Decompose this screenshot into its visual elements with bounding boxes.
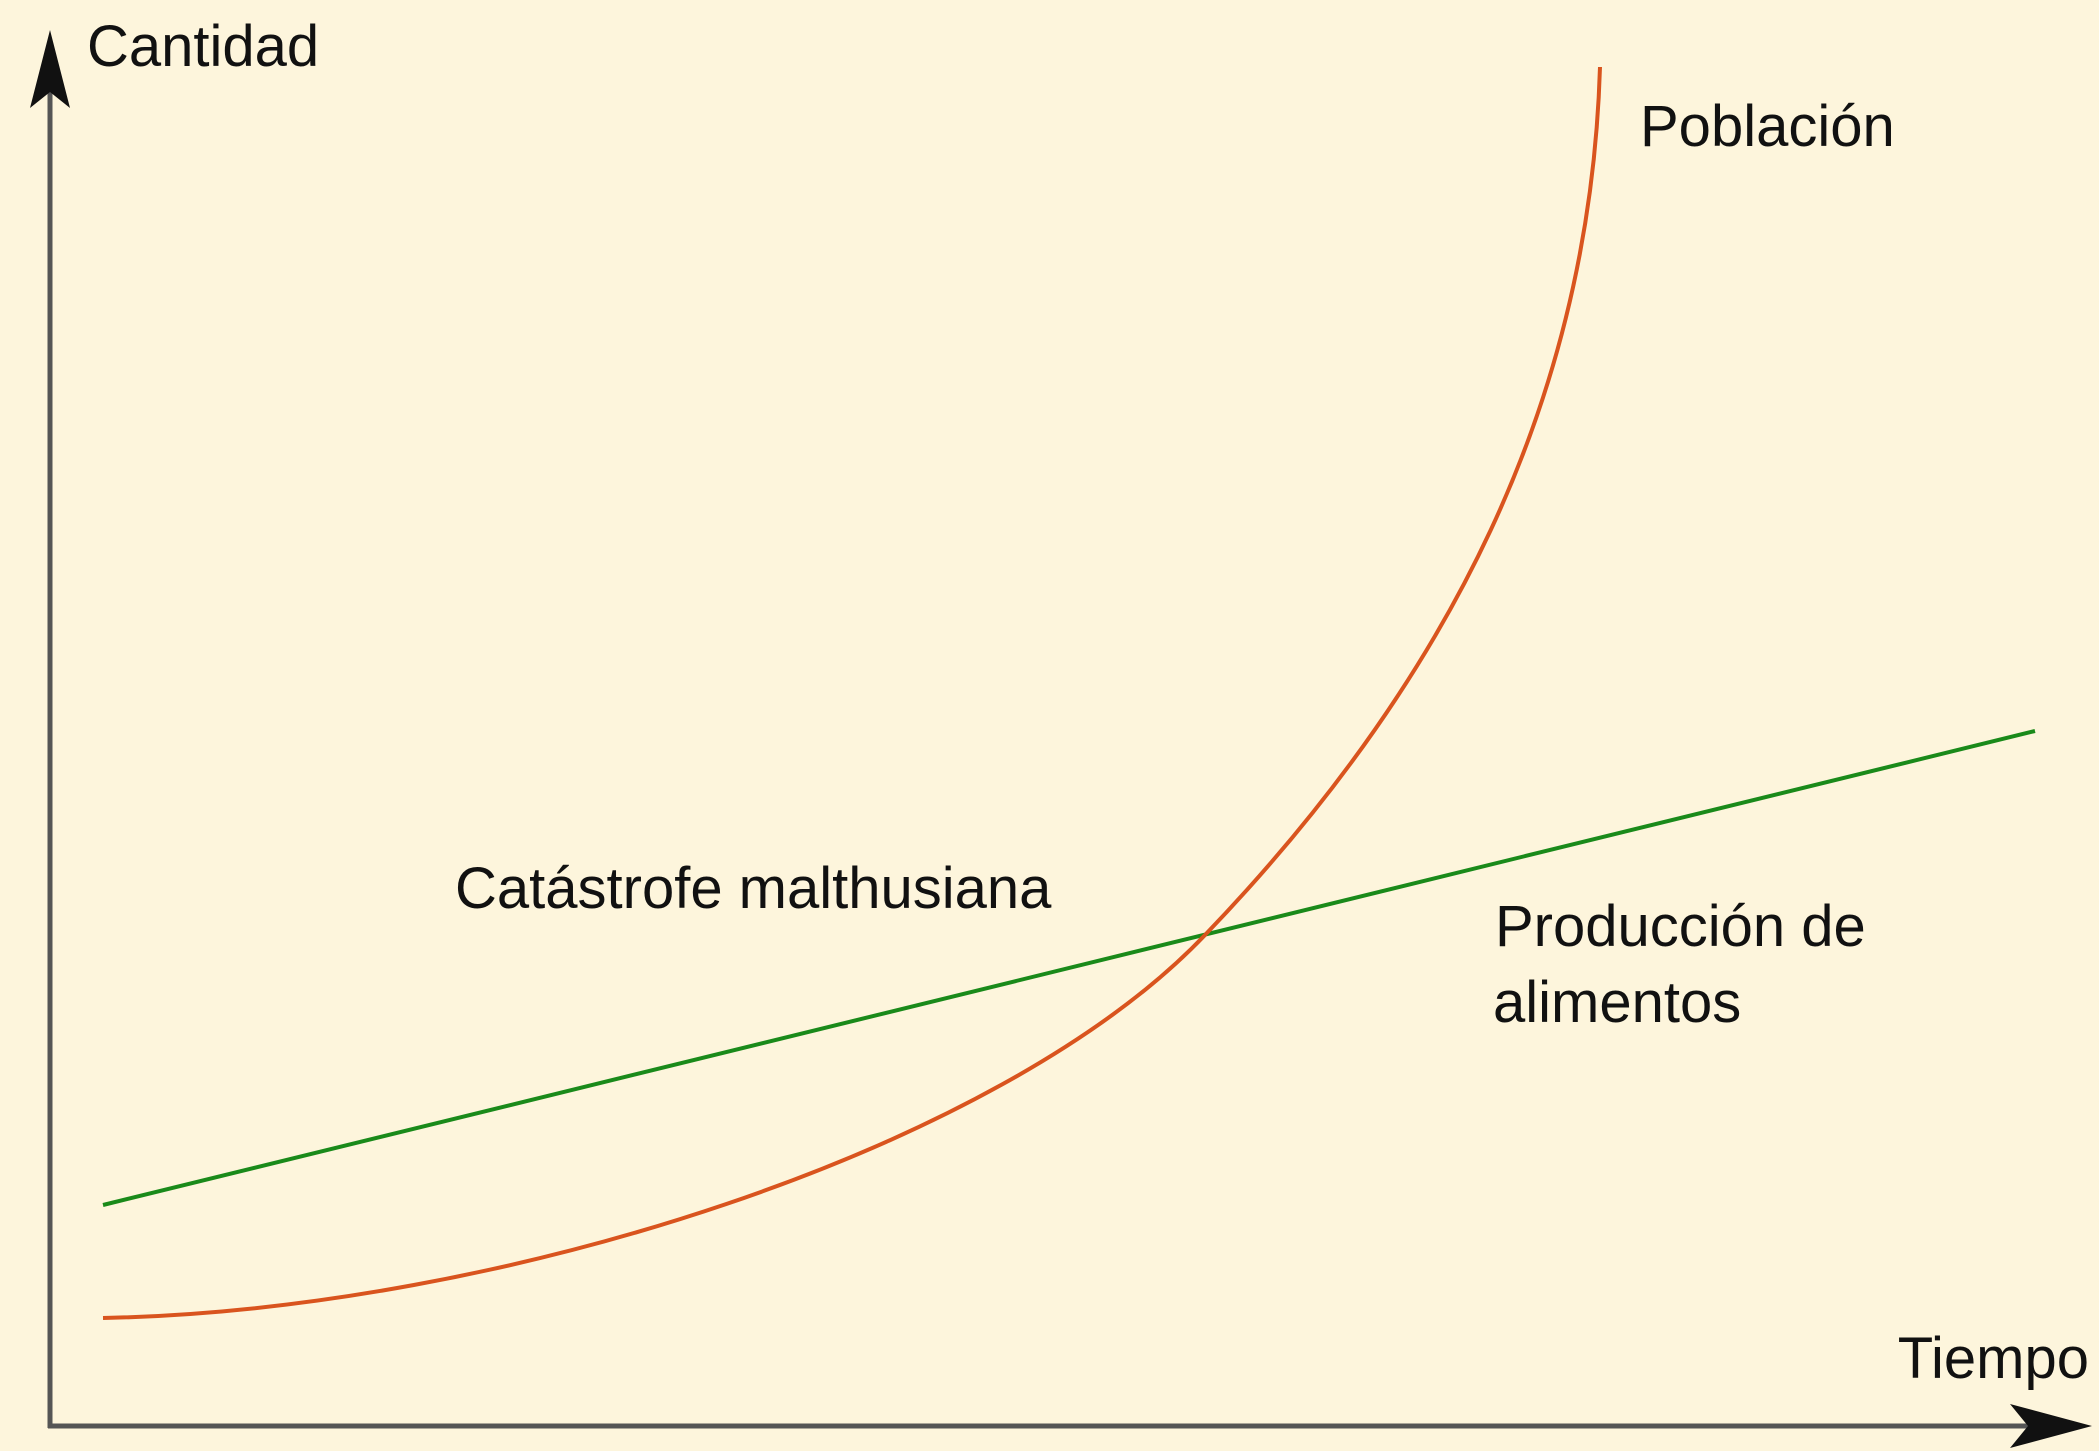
- food-label-line: alimentos: [1493, 970, 1741, 1035]
- population-curve: [102, 66, 1602, 1320]
- food-label-line: Producción de: [1495, 894, 1866, 959]
- y-axis-label: Cantidad: [87, 14, 319, 79]
- y-axis-arrow: [30, 30, 70, 108]
- population-label: Población: [1640, 94, 1895, 159]
- food-production-line: [102, 729, 2036, 1207]
- x-axis-label: Tiempo: [1898, 1326, 2089, 1391]
- x-axis-arrow: [2010, 1404, 2092, 1448]
- annotation: Catástrofe malthusiana: [455, 856, 1052, 921]
